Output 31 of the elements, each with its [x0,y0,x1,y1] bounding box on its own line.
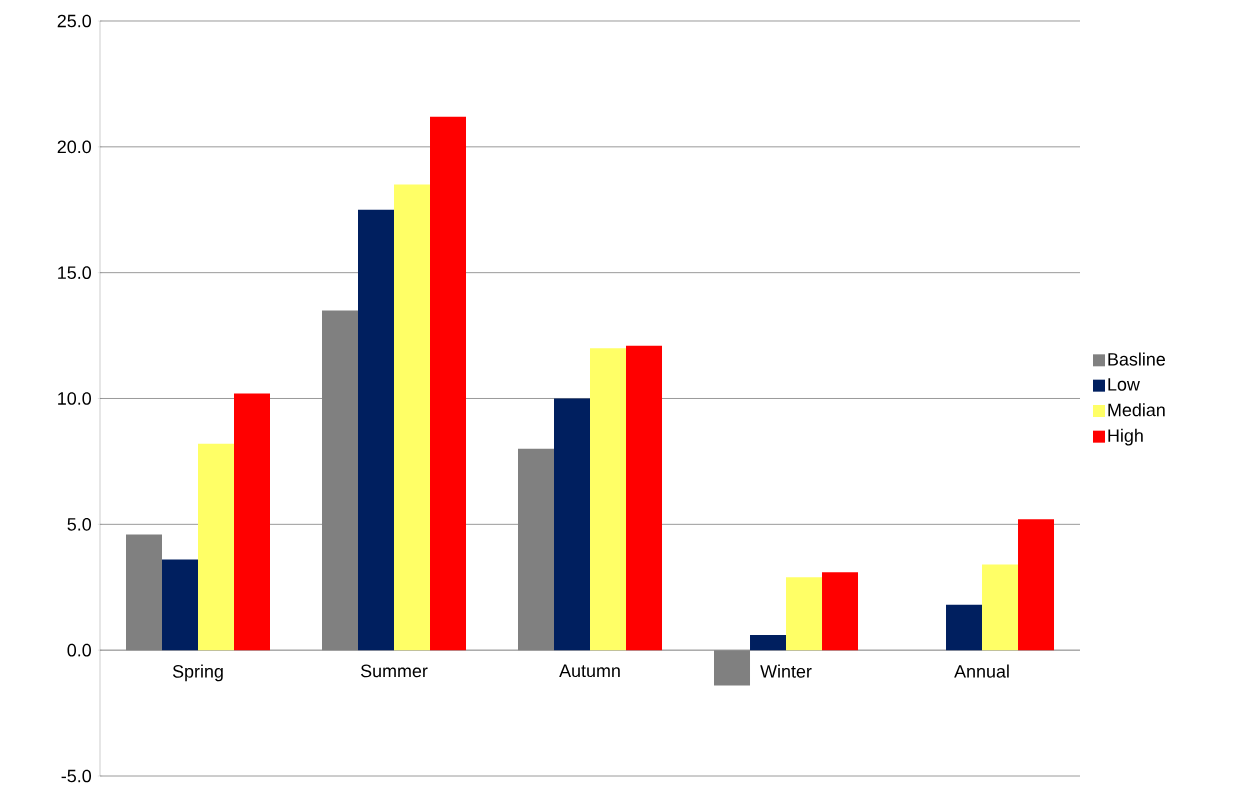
y-tick-label: -5.0 [61,769,91,783]
y-tick-label: 25.0 [57,14,91,28]
y-tick-label: 20.0 [57,140,91,154]
bar [554,398,590,651]
legend-label: Median [1108,403,1165,417]
x-tick-label: Summer [360,664,428,678]
bar [162,559,198,651]
y-tick-label: 0.0 [67,643,91,657]
bar [822,572,859,651]
bar [626,345,662,651]
bar [590,348,626,651]
y-tick-label: 5.0 [67,517,91,531]
bar [394,184,430,651]
bar [430,116,466,651]
x-tick-label: Winter [760,664,812,678]
x-tick-label: Spring [172,664,223,682]
y-tick-label: 15.0 [58,266,91,280]
legend-label: Basline [1108,352,1165,366]
legend-label: High [1108,428,1143,446]
bar [1018,519,1055,651]
x-tick-label: Autumn [559,664,620,678]
bar [234,393,270,651]
bar [982,564,1019,651]
bar [946,604,983,651]
legend-label: Low [1108,378,1140,391]
bar [358,209,394,651]
bar [198,443,234,651]
x-tick-label: Annual [954,664,1009,678]
bar [750,635,787,651]
bar [786,577,823,651]
y-tick-label: 10.0 [58,392,91,405]
